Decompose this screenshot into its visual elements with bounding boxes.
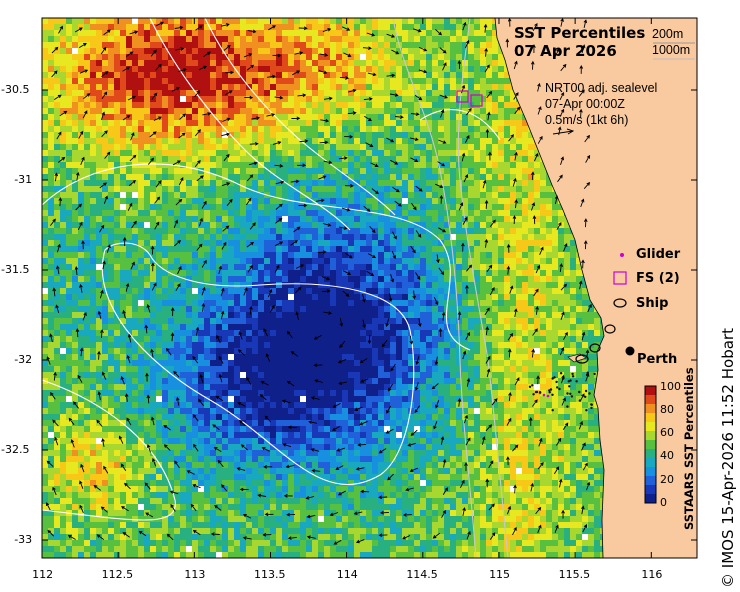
colorbar-tick-20: 20 xyxy=(660,473,674,486)
current-vector-field xyxy=(45,18,592,545)
fs-legend-symbol xyxy=(613,271,627,285)
legend-glider-label: Glider xyxy=(636,247,681,262)
isobath-200m-label: 200m xyxy=(652,27,684,41)
colorbar-segment xyxy=(645,476,656,486)
current-time-label: 07-Apr 00:00Z xyxy=(545,97,625,111)
colorbar-tick-100: 100 xyxy=(660,380,681,393)
lon-tick-label: 113 xyxy=(184,568,206,581)
legend-fs-label: FS (2) xyxy=(636,271,680,286)
lat-tick-label: -30.5 xyxy=(1,83,30,96)
plot-frame xyxy=(41,17,698,559)
colorbar-segment xyxy=(645,458,656,468)
colorbar-segment xyxy=(645,404,656,414)
colorbar-segment xyxy=(645,386,656,396)
ship-marker-3 xyxy=(575,354,589,364)
lon-tick-label: 113.5 xyxy=(253,568,286,581)
ship-legend-symbol xyxy=(613,298,627,308)
axis-ticks xyxy=(41,18,697,558)
colorbar-segment xyxy=(645,422,656,432)
ship-track-dots xyxy=(528,371,596,412)
colorbar-segment xyxy=(645,431,656,441)
colorbar-tick-60: 60 xyxy=(660,426,674,439)
colorbar-tick-80: 80 xyxy=(660,403,674,416)
lat-tick-label: -31 xyxy=(14,173,33,186)
colorbar-segment xyxy=(645,485,656,495)
colorbar xyxy=(644,385,657,504)
credit-text: © IMOS 15-Apr-2026 11:52 Hobart xyxy=(719,328,737,588)
colorbar-title: SSTAARS SST Percentiles xyxy=(682,367,696,530)
map-title: SST Percentiles xyxy=(514,24,646,42)
lon-tick-label: 115.5 xyxy=(558,568,591,581)
lat-tick-label: -33 xyxy=(14,533,33,546)
lat-tick-label: -32.5 xyxy=(1,443,30,456)
lat-tick-label: -31.5 xyxy=(1,263,30,276)
current-scale-arrow xyxy=(552,128,575,135)
colorbar-segment xyxy=(645,413,656,423)
glider-legend-symbol xyxy=(620,253,624,257)
colorbar-tick-0: 0 xyxy=(660,496,667,509)
lon-tick-label: 112 xyxy=(32,568,54,581)
lon-tick-label: 114.5 xyxy=(406,568,438,581)
ship-marker-1 xyxy=(604,324,616,334)
legend-ship-label: Ship xyxy=(636,296,669,311)
current-scale-label: 0.5m/s (1kt 6h) xyxy=(545,113,629,127)
perth-label: Perth xyxy=(637,352,678,367)
colorbar-segment xyxy=(645,494,656,504)
isobath-1000m-label: 1000m xyxy=(652,43,691,57)
map-date: 07 Apr 2026 xyxy=(514,42,617,60)
lon-tick-label: 115 xyxy=(489,568,511,581)
fs-marker-1 xyxy=(456,90,469,103)
colorbar-segment xyxy=(645,440,656,450)
lon-tick-label: 112.5 xyxy=(101,568,134,581)
fs-marker-2 xyxy=(470,94,483,107)
percentile-contours xyxy=(42,18,501,521)
lon-tick-label: 114 xyxy=(336,568,358,581)
ship-marker-2 xyxy=(589,343,601,353)
colorbar-tick-40: 40 xyxy=(660,449,674,462)
lat-tick-label: -32 xyxy=(14,353,33,366)
colorbar-segment xyxy=(645,395,656,405)
current-source-label: NRT00 adj. sealevel xyxy=(545,81,658,95)
rottnest-island xyxy=(567,353,587,363)
colorbar-segment xyxy=(645,449,656,459)
lon-tick-label: 116 xyxy=(641,568,663,581)
perth-marker xyxy=(625,346,635,356)
colorbar-segment xyxy=(645,467,656,477)
